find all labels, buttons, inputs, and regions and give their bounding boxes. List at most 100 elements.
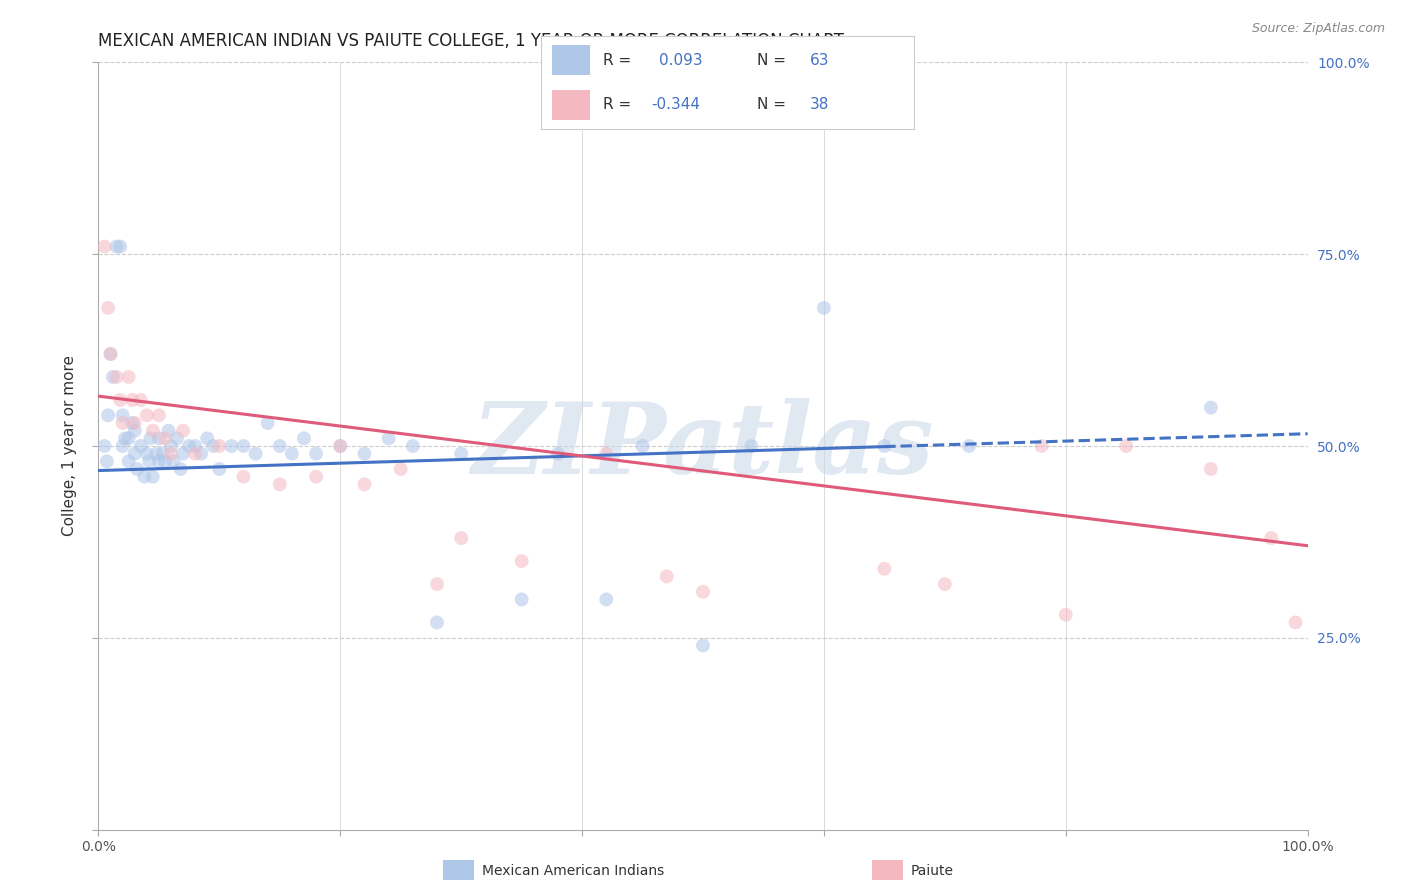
Point	[957, 439, 980, 453]
Point	[148, 454, 170, 468]
Point	[190, 447, 212, 461]
Point	[269, 439, 291, 453]
Point	[160, 447, 183, 461]
Point	[245, 447, 267, 461]
Point	[389, 462, 412, 476]
Point	[160, 439, 183, 453]
Point	[129, 392, 152, 407]
Point	[129, 439, 152, 453]
Point	[547, 447, 569, 461]
Point	[162, 454, 184, 468]
Point	[179, 439, 201, 453]
Text: Paiute: Paiute	[911, 863, 955, 878]
Point	[127, 462, 149, 476]
Point	[93, 239, 115, 253]
Bar	[553, 90, 589, 120]
Point	[121, 392, 143, 407]
Point	[1199, 401, 1222, 415]
Text: -0.344: -0.344	[651, 97, 700, 112]
Point	[142, 424, 165, 438]
Point	[221, 439, 243, 453]
Point	[142, 469, 165, 483]
Point	[232, 469, 254, 483]
Point	[631, 439, 654, 453]
Point	[873, 562, 896, 576]
Point	[305, 469, 328, 483]
Point	[118, 370, 141, 384]
Point	[195, 431, 218, 445]
Point	[202, 439, 225, 453]
Point	[172, 447, 194, 461]
Point	[450, 447, 472, 461]
Point	[329, 439, 352, 453]
Point	[108, 239, 131, 253]
Point	[1199, 462, 1222, 476]
Point	[426, 615, 449, 630]
Point	[105, 239, 128, 253]
Point	[100, 347, 122, 361]
Text: Source: ZipAtlas.com: Source: ZipAtlas.com	[1251, 22, 1385, 36]
Point	[139, 431, 162, 445]
Point	[124, 424, 146, 438]
Point	[169, 462, 191, 476]
Text: ZIPatlas: ZIPatlas	[472, 398, 934, 494]
Point	[1054, 607, 1077, 622]
Point	[134, 469, 156, 483]
Point	[281, 447, 304, 461]
Point	[510, 554, 533, 568]
Point	[232, 439, 254, 453]
Point	[101, 370, 124, 384]
Point	[166, 431, 188, 445]
Point	[135, 409, 157, 423]
Y-axis label: College, 1 year or more: College, 1 year or more	[62, 356, 77, 536]
Point	[208, 462, 231, 476]
Point	[145, 447, 167, 461]
Point	[184, 439, 207, 453]
Point	[353, 477, 375, 491]
Point	[96, 454, 118, 468]
Point	[121, 416, 143, 430]
Point	[135, 447, 157, 461]
Point	[97, 409, 120, 423]
Text: MEXICAN AMERICAN INDIAN VS PAIUTE COLLEGE, 1 YEAR OR MORE CORRELATION CHART: MEXICAN AMERICAN INDIAN VS PAIUTE COLLEG…	[98, 32, 844, 50]
Point	[118, 454, 141, 468]
Point	[157, 424, 180, 438]
Point	[740, 439, 762, 453]
Point	[148, 431, 170, 445]
Text: 63: 63	[810, 53, 830, 68]
Point	[1284, 615, 1306, 630]
Point	[111, 439, 134, 453]
Point	[124, 447, 146, 461]
Text: R =: R =	[603, 97, 636, 112]
Point	[595, 447, 617, 461]
Point	[97, 301, 120, 315]
Point	[353, 447, 375, 461]
Point	[692, 639, 714, 653]
Point	[426, 577, 449, 591]
Text: 38: 38	[810, 97, 830, 112]
Point	[305, 447, 328, 461]
Point	[510, 592, 533, 607]
Point	[402, 439, 425, 453]
Point	[269, 477, 291, 491]
Point	[152, 447, 174, 461]
Point	[114, 431, 136, 445]
Point	[111, 416, 134, 430]
Point	[692, 584, 714, 599]
Point	[813, 301, 835, 315]
Point	[873, 439, 896, 453]
Point	[153, 454, 176, 468]
Text: R =: R =	[603, 53, 636, 68]
Point	[1115, 439, 1137, 453]
Point	[100, 347, 122, 361]
Point	[934, 577, 956, 591]
Point	[93, 439, 115, 453]
Point	[111, 409, 134, 423]
Point	[256, 416, 278, 430]
Point	[595, 592, 617, 607]
Point	[655, 569, 678, 583]
Text: N =: N =	[758, 53, 792, 68]
Point	[108, 392, 131, 407]
Text: N =: N =	[758, 97, 792, 112]
Point	[148, 409, 170, 423]
